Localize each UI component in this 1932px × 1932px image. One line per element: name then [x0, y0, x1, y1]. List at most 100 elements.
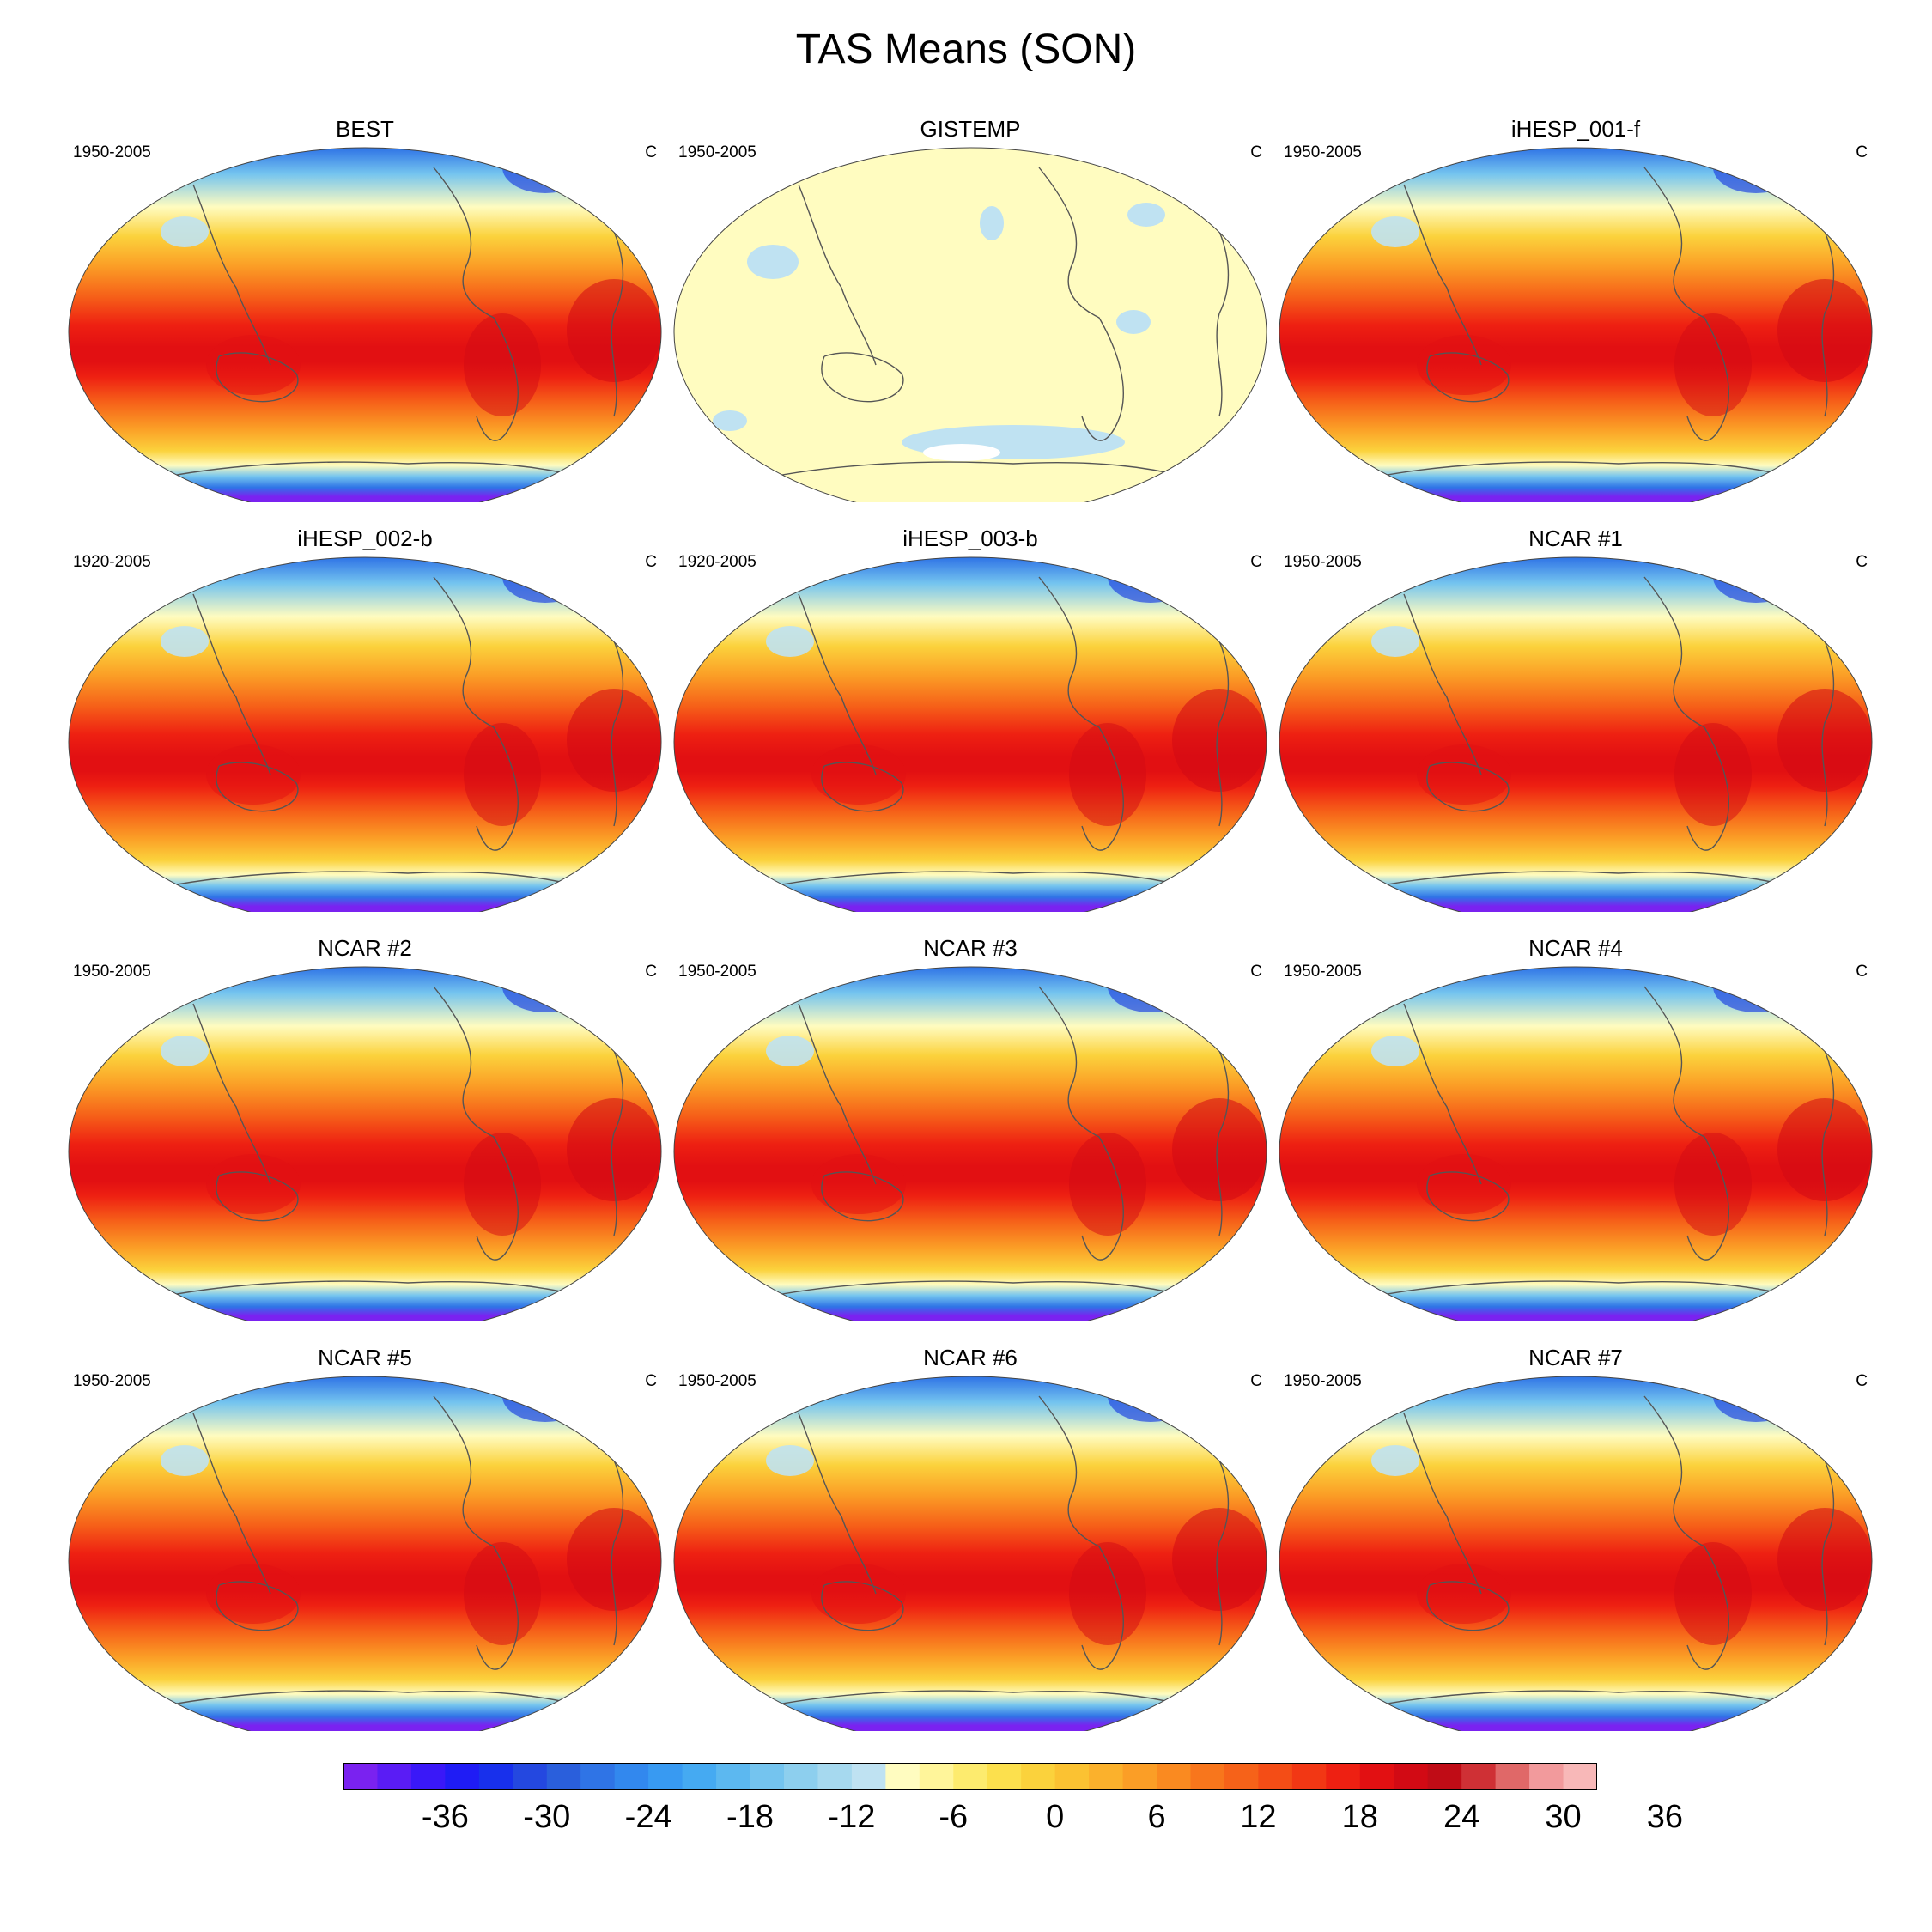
map-panel: NCAR #4 1950-2005 C	[1275, 935, 1876, 1321]
panel-units: C	[1250, 143, 1262, 161]
colorbar-segment	[1021, 1763, 1056, 1790]
colorbar-segment	[953, 1763, 988, 1790]
temperature-field	[69, 557, 661, 912]
coastline	[798, 1003, 877, 1185]
coastline	[1807, 1430, 1835, 1646]
map-svg	[1279, 966, 1873, 1321]
coastline	[192, 1413, 271, 1595]
map-svg	[673, 556, 1267, 912]
temperature-field	[69, 967, 661, 1321]
colorbar	[343, 1763, 1597, 1790]
colorbar-svg	[343, 1763, 1597, 1790]
warm-region	[1417, 1154, 1511, 1214]
warm-region	[1172, 689, 1267, 792]
warm-region	[1674, 1542, 1752, 1645]
colorbar-segment	[580, 1763, 616, 1790]
colorbar-tick-label: -30	[523, 1799, 571, 1835]
warm-region	[1069, 1133, 1146, 1236]
colorbar-labels: -36 -30 -24 -18 -12 -6 0 6 12 18 24 30 36	[343, 1799, 1683, 1842]
coastline	[167, 871, 580, 887]
colorbar-segment	[1157, 1763, 1191, 1790]
colorbar-segment	[513, 1763, 548, 1790]
colorbar-segment	[817, 1763, 853, 1790]
colorbar-segment	[1326, 1763, 1361, 1790]
panel-units: C	[1250, 963, 1262, 981]
colorbar-tick-label: -24	[624, 1799, 672, 1835]
warm-region	[1069, 723, 1146, 826]
panel-units: C	[1250, 1372, 1262, 1390]
map-border	[673, 147, 1267, 502]
colorbar-segment	[648, 1763, 683, 1790]
panel-units: C	[1856, 553, 1868, 571]
colorbar-segment	[410, 1763, 446, 1790]
panel-title: BEST	[336, 116, 394, 142]
coastline	[772, 1280, 1186, 1297]
panel-units: C	[645, 1372, 657, 1390]
temperature-field	[674, 967, 1267, 1321]
map-panel: GISTEMP 1950-2005 C	[670, 116, 1271, 502]
colorbar-tick-label: 36	[1646, 1799, 1684, 1835]
map-panel: NCAR #2 1950-2005 C	[64, 935, 665, 1321]
panel-units: C	[1250, 553, 1262, 571]
panel-title: NCAR #3	[923, 935, 1018, 961]
colorbar-segment	[377, 1763, 412, 1790]
warm-region	[206, 1154, 301, 1214]
anomaly-patch	[980, 206, 1004, 240]
colorbar-segment	[987, 1763, 1022, 1790]
cold-region	[766, 626, 814, 657]
warm-region	[1777, 689, 1872, 792]
panel-period: 1920-2005	[73, 553, 151, 571]
coastline	[1377, 1280, 1791, 1297]
map-border	[1279, 966, 1873, 1321]
temperature-field	[1279, 148, 1872, 502]
colorbar-tick-label: -6	[939, 1799, 969, 1835]
warm-region	[567, 1508, 661, 1611]
temperature-field	[69, 1376, 661, 1731]
coastline	[192, 184, 271, 366]
panel-title: NCAR #2	[318, 935, 412, 961]
panel-title: iHESP_003-b	[902, 526, 1038, 551]
colorbar-segment	[614, 1763, 649, 1790]
coastline	[1426, 1581, 1510, 1631]
coastline	[1377, 461, 1791, 477]
colorbar-tick-label: 30	[1545, 1799, 1582, 1835]
coastline	[821, 1581, 904, 1631]
colorbar-segment	[1291, 1763, 1327, 1790]
warm-region	[1417, 335, 1511, 395]
cold-region	[766, 1445, 814, 1476]
panel-title: GISTEMP	[920, 116, 1021, 142]
coastline	[596, 201, 624, 417]
coastline	[167, 1280, 580, 1297]
warm-region	[811, 1154, 906, 1214]
anomaly-patch	[1127, 203, 1165, 227]
coastline	[192, 1003, 271, 1185]
map-svg	[1279, 556, 1873, 912]
colorbar-tick-label: -36	[421, 1799, 469, 1835]
warm-region	[1674, 1133, 1752, 1236]
panel-period: 1950-2005	[1284, 553, 1362, 571]
colorbar-segment	[1359, 1763, 1394, 1790]
anomaly-patch	[1116, 310, 1151, 334]
colorbar-segment	[716, 1763, 751, 1790]
panel-period: 1950-2005	[1284, 143, 1362, 161]
panel-units: C	[1856, 1372, 1868, 1390]
temperature-field	[674, 1376, 1267, 1731]
warm-region	[206, 744, 301, 805]
coastline	[192, 593, 271, 775]
coastline	[1426, 352, 1510, 403]
map-border	[673, 1376, 1267, 1731]
panel-period: 1950-2005	[73, 1372, 151, 1390]
colorbar-segment	[1563, 1763, 1597, 1790]
map-border	[1279, 147, 1873, 502]
panel-title: NCAR #7	[1528, 1345, 1623, 1370]
coastline	[216, 1171, 299, 1222]
panel-period: 1950-2005	[1284, 963, 1362, 981]
colorbar-segment	[546, 1763, 581, 1790]
map-svg	[68, 147, 662, 502]
warm-region	[1417, 1564, 1511, 1624]
coastline	[1201, 611, 1230, 827]
coastline	[1807, 201, 1835, 417]
coastline	[1403, 1413, 1482, 1595]
coastline	[772, 871, 1186, 887]
map-border	[1279, 1376, 1873, 1731]
